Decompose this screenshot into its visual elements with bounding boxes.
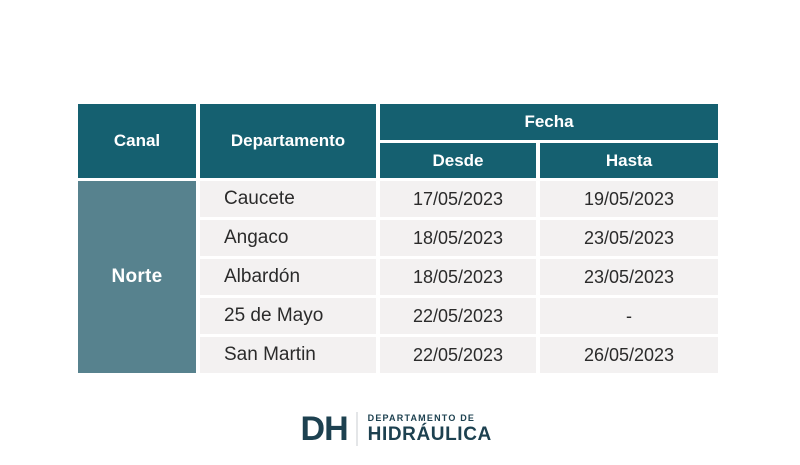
table-row: Albardón 18/05/2023 23/05/2023 [78, 259, 719, 295]
cell-departamento: 25 de Mayo [200, 298, 376, 334]
cell-desde: 22/05/2023 [380, 298, 536, 334]
logo-divider [356, 412, 358, 446]
cell-desde: 18/05/2023 [380, 220, 536, 256]
table-row: Norte Caucete 17/05/2023 19/05/2023 [78, 181, 719, 373]
logo-department-label: DEPARTAMENTO DE [367, 412, 476, 423]
logo-text: DEPARTAMENTO DE HIDRÁULICA [368, 413, 492, 446]
cell-departamento: Caucete [200, 181, 376, 217]
logo-initials: DH [300, 410, 349, 448]
cell-departamento: Angaco [200, 220, 376, 256]
cell-hasta: 23/05/2023 [540, 259, 719, 295]
header-departamento: Departamento [200, 104, 376, 178]
table-row: San Martin 22/05/2023 26/05/2023 [78, 337, 719, 373]
table-row: Angaco 18/05/2023 23/05/2023 [78, 220, 719, 256]
cell-desde: 22/05/2023 [380, 337, 536, 373]
header-hasta: Hasta [540, 143, 719, 178]
logo-hidraulica-label: HIDRÁULICA [367, 423, 492, 445]
cell-departamento: San Martin [200, 337, 376, 373]
table-row: 25 de Mayo 22/05/2023 - [78, 298, 719, 334]
cell-hasta: 23/05/2023 [540, 220, 719, 256]
dh-logo: DH DEPARTAMENTO DE HIDRÁULICA [301, 410, 492, 448]
cell-departamento: Albardón [200, 259, 376, 295]
cell-hasta: 19/05/2023 [540, 181, 719, 217]
header-fecha: Fecha [380, 104, 719, 140]
canal-group-cell: Norte [78, 181, 196, 373]
cell-hasta: - [540, 298, 719, 334]
cell-desde: 18/05/2023 [380, 259, 536, 295]
irrigation-schedule-table: Canal Departamento Fecha Desde Hasta Nor… [74, 101, 722, 376]
cell-desde: 17/05/2023 [380, 181, 536, 217]
cell-hasta: 26/05/2023 [540, 337, 719, 373]
header-canal: Canal [78, 104, 196, 178]
header-desde: Desde [380, 143, 536, 178]
